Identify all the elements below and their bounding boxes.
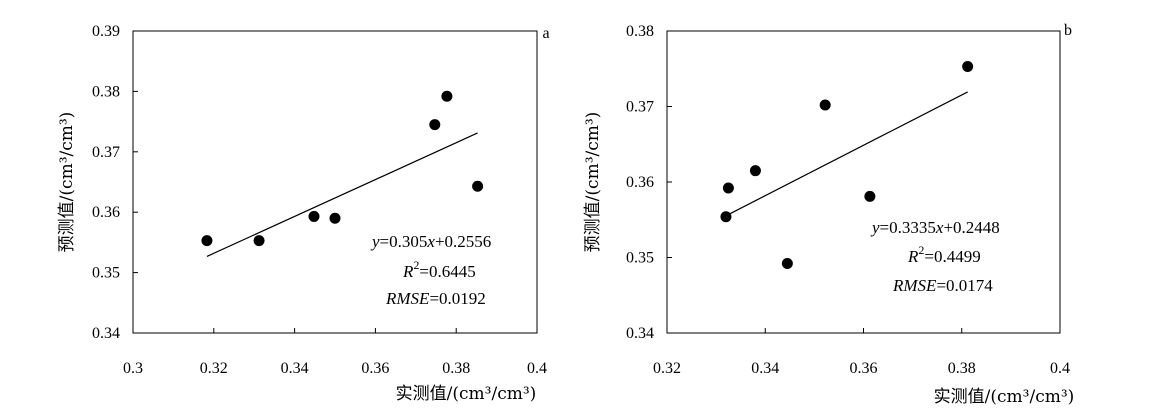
panel-a-x-tick-label: 0.32 [200,360,228,377]
panel-a-x-tick-label: 0.3 [123,360,143,377]
panel-b-rmse-value: =0.0174 [936,276,993,295]
panel-a-data-point [201,235,213,247]
panel-a-plot-frame [132,30,538,334]
panel-b-y-tick-label: 0.34 [626,325,654,342]
panel-a-equation-tail: +0.2556 [435,232,491,251]
panel-b-x-axis-label: 实测值/(cm³/cm³) [934,387,1075,407]
panel-b-x-tick-label: 0.4 [1050,360,1070,377]
panel-b-y-tick-label: 0.38 [626,23,654,40]
panel-a-y-tick-label: 0.38 [92,83,120,100]
panel-a-r2-label: R [402,262,414,281]
panel-a-data-point [472,180,484,192]
panel-a-y-ticks: 0.34 0.35 0.36 0.37 0.38 0.39 [92,23,138,342]
panel-a-rmse-value: =0.0192 [429,289,485,308]
panel-a-y-tick-label: 0.36 [92,204,120,221]
panel-b-data-point [864,190,876,202]
panel-b-equation: y=0.3335x+0.2448 [870,218,1000,237]
panel-b-x-tick-label: 0.38 [948,360,976,377]
panel-b-data-point [781,258,793,270]
panel-a-y-tick-label: 0.35 [92,265,120,282]
panel-b-plot-frame [666,30,1061,334]
panel-b-equation-tail: +0.2448 [943,218,999,237]
panel-a-rmse: RMSE=0.0192 [385,289,486,308]
panel-a-y-axis-label: 预测值/(cm³/cm³) [57,112,77,253]
panel-a-y-tick-label: 0.39 [92,23,120,40]
panel-a-x-tick-label: 0.4 [527,360,547,377]
panel-a-data-point [429,119,441,131]
panel-b-y-ticks: 0.34 0.35 0.36 0.37 0.38 [626,23,672,342]
panel-b-data-point [749,165,761,177]
panel-a-y-tick-label: 0.37 [92,144,120,161]
panel-a-r2-sup: 2 [413,258,419,272]
panel-b-x-tick-label: 0.36 [850,360,878,377]
panel-a-equation-lhs: y [370,232,380,251]
panel-a-data-point [441,90,453,102]
panel-b-x-tick-label: 0.32 [653,360,681,377]
panel-b-equation-lhs: y [870,218,880,237]
panel-a-y-tick-label: 0.34 [92,325,120,342]
panel-a-r2: R2=0.6445 [402,258,476,281]
panel-a-x-tick-label: 0.36 [361,360,389,377]
panel-a-x-tick-label: 0.38 [442,360,470,377]
panel-b: b 0.32 0.34 0.36 0.38 0.4 0.340.350.360.370.… [583,22,1074,407]
panel-b-trendline [725,91,968,217]
panel-a-x-tick-label: 0.34 [281,360,309,377]
panel-a-x-axis-label: 实测值/(cm³/cm³) [396,384,537,404]
panel-a-r2-value: =0.6445 [419,262,475,281]
panel-b-label: b [1064,22,1072,39]
panel-a-equation-var: x [426,232,435,251]
panel-b-data-point [819,99,831,111]
panel-b-r2-sup: 2 [918,243,924,257]
panel-a: a 0.3 0.32 0.34 0.36 0.38 0.4 0.340.350.360.3… [57,23,550,404]
panel-b-equation-var: x [935,218,944,237]
panel-a-x-ticks: 0.3 0.32 0.34 0.36 0.38 0.4 [123,328,547,377]
panel-b-rmse-label: RMSE [892,276,937,295]
panel-a-data-point [308,210,320,222]
panel-a-data-point [329,212,341,224]
panel-b-data-point [722,182,734,194]
panel-a-data-point [253,235,265,247]
panel-a-points [201,90,484,247]
panel-b-data-point [962,60,974,72]
panel-b-r2-value: =0.4499 [924,247,980,266]
panel-a-equation-rhs: =0.305 [380,232,428,251]
panel-b-y-axis-label: 预测值/(cm³/cm³) [583,112,603,253]
panel-b-y-tick-label: 0.35 [626,250,654,267]
panel-b-r2: R2=0.4499 [907,243,981,266]
panel-b-points [720,60,974,270]
panel-a-rmse-label: RMSE [385,289,430,308]
panel-b-y-tick-label: 0.36 [626,174,654,191]
panel-b-equation-rhs: =0.3335 [880,218,936,237]
panel-b-y-tick-label: 0.37 [626,99,654,116]
panel-b-x-ticks: 0.32 0.34 0.36 0.38 0.4 [653,328,1070,377]
panel-b-rmse: RMSE=0.0174 [892,276,993,295]
panel-b-r2-label: R [907,247,919,266]
panel-a-trendline [206,132,478,257]
panel-b-x-tick-label: 0.34 [751,360,779,377]
panel-b-data-point [720,211,732,223]
panel-a-label: a [542,25,549,42]
panel-a-equation: y=0.305x+0.2556 [370,232,491,251]
